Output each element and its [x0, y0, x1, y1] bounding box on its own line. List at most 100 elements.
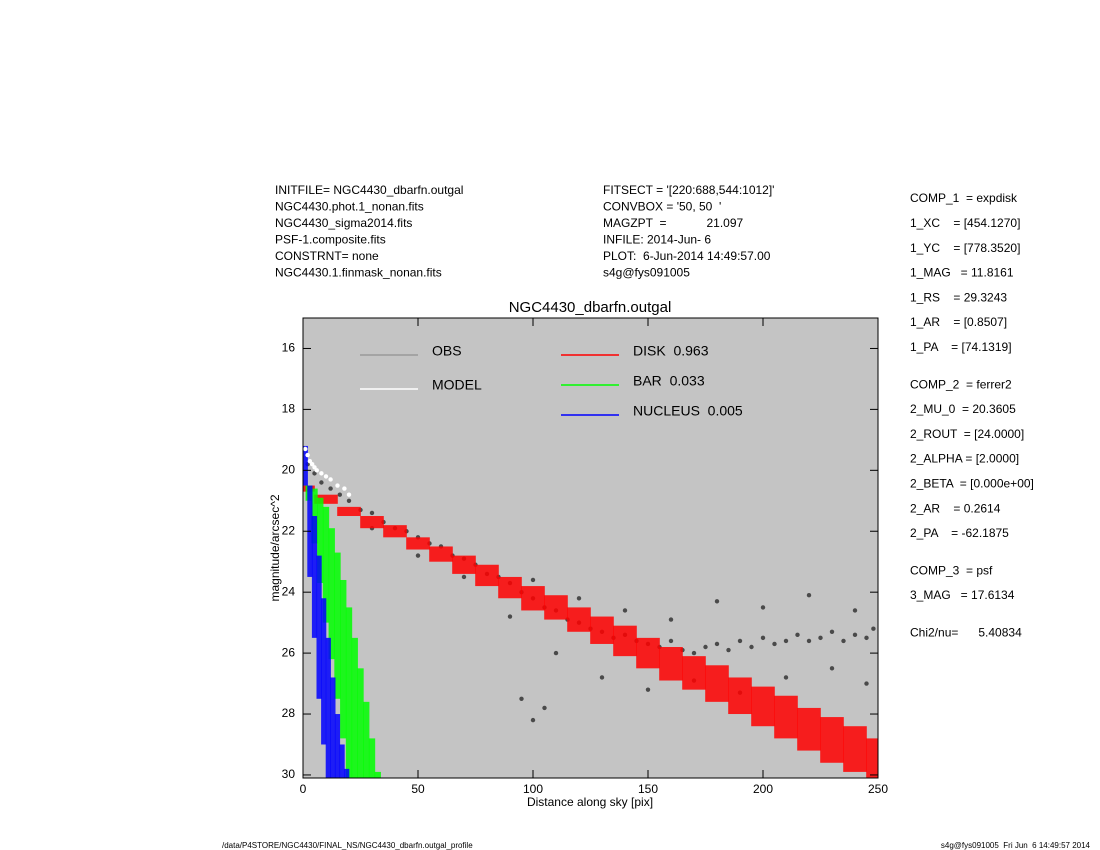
- header-line: CONVBOX = '50, 50 ': [603, 200, 721, 214]
- y-axis-label: magnitude/arcsec^2: [268, 494, 282, 601]
- model-band: [774, 695, 798, 739]
- model-band: [544, 595, 568, 620]
- header-line: s4g@fys091005: [603, 266, 690, 280]
- data-point: [852, 608, 858, 613]
- model-band: [337, 506, 361, 517]
- model-band: [311, 516, 318, 638]
- parameters: COMP_1 = expdisk 1_XC = [454.1270] 1_YC = …: [910, 191, 1034, 639]
- data-point: [415, 553, 421, 558]
- model-band: [351, 637, 358, 778]
- model-band: [797, 707, 821, 751]
- footer-path: /data/P4STORE/NGC4430/FINAL_NS/NGC4430_d…: [222, 841, 473, 850]
- data-point: [714, 599, 720, 604]
- model-band: [316, 555, 322, 699]
- parameter: 2_PA = -62.1875: [910, 526, 1009, 540]
- model-band: [368, 738, 376, 778]
- model-band: [374, 771, 381, 778]
- model-band: [383, 525, 407, 538]
- data-point: [305, 452, 310, 458]
- model-band: [334, 552, 341, 699]
- data-point: [319, 471, 324, 476]
- parameter: 1_AR = [0.8507]: [910, 315, 1007, 329]
- model-band: [613, 625, 637, 657]
- parameter: COMP_2 = ferrer2: [910, 377, 1012, 391]
- model-band: [363, 701, 370, 778]
- y-tick-label: 28: [282, 706, 296, 720]
- model-band: [334, 714, 341, 778]
- data-point: [314, 468, 319, 473]
- data-point: [841, 638, 846, 644]
- data-point: [542, 705, 547, 711]
- model-band: [406, 537, 430, 550]
- data-point: [772, 641, 777, 647]
- chart-title: NGC4430_dbarfn.outgal: [509, 299, 672, 316]
- x-axis-label: Distance along sky [pix]: [527, 795, 653, 809]
- header: INITFILE= NGC4430_dbarfn.outgal NGC4430.p…: [275, 183, 774, 280]
- parameter: Chi2/nu= 5.40834: [910, 625, 1022, 639]
- header-line: PLOT: 6-Jun-2014 14:49:57.00: [603, 249, 771, 263]
- data-point: [530, 717, 536, 723]
- data-point: [461, 574, 467, 580]
- model-band: [325, 637, 331, 778]
- data-point: [369, 510, 375, 516]
- data-point: [337, 492, 342, 497]
- y-tick-label: 16: [282, 341, 296, 355]
- data-point: [668, 617, 674, 622]
- data-point: [703, 644, 708, 650]
- parameter: 2_MU_0 = 20.3605: [910, 402, 1016, 416]
- parameter: 1_XC = [454.1270]: [910, 216, 1020, 230]
- data-point: [760, 635, 766, 641]
- data-point: [818, 635, 823, 641]
- y-tick-label: 26: [282, 645, 296, 659]
- data-point: [760, 605, 766, 610]
- header-line: CONSTRNT= none: [275, 249, 379, 263]
- y-tick-label: 30: [282, 767, 296, 781]
- x-tick-label: 100: [523, 782, 543, 796]
- header-line: FITSECT = '[220:688,544:1012]': [603, 183, 774, 197]
- model-band: [330, 677, 336, 778]
- parameter: 1_MAG = 11.8161: [910, 266, 1014, 280]
- x-tick-label: 150: [638, 782, 658, 796]
- x-tick-label: 250: [868, 782, 888, 796]
- model-band: [321, 598, 327, 745]
- data-point: [668, 638, 674, 644]
- header-line: MAGZPT = 21.097: [603, 216, 743, 230]
- data-point: [714, 641, 720, 647]
- y-tick-label: 20: [282, 462, 296, 476]
- parameter: 2_AR = 0.2614: [910, 501, 1001, 515]
- model-band: [317, 497, 324, 584]
- data-point: [806, 638, 812, 644]
- data-point: [323, 474, 329, 479]
- model-band: [475, 564, 499, 587]
- model-band: [866, 738, 878, 778]
- data-point: [307, 458, 313, 464]
- model-band: [339, 744, 345, 778]
- model-band: [303, 445, 308, 486]
- data-point: [303, 446, 308, 452]
- header-line: PSF-1.composite.fits: [275, 233, 386, 247]
- header-line: INFILE: 2014-Jun- 6: [603, 233, 711, 247]
- parameter: 3_MAG = 17.6134: [910, 588, 1015, 602]
- data-point: [342, 486, 347, 491]
- data-point: [346, 492, 352, 497]
- parameter: 2_ALPHA = [2.0000]: [910, 452, 1019, 466]
- data-point: [312, 471, 317, 476]
- model-band: [820, 717, 844, 763]
- model-band: [340, 579, 347, 739]
- model-band: [682, 656, 706, 690]
- model-band: [344, 768, 350, 778]
- data-point: [335, 483, 340, 488]
- parameter: 2_BETA = [0.000e+00]: [910, 476, 1034, 490]
- data-point: [737, 638, 743, 644]
- data-point: [645, 687, 651, 692]
- data-point: [622, 608, 628, 613]
- header-line: NGC4430.1.finmask_nonan.fits: [275, 266, 442, 280]
- data-point: [829, 666, 835, 671]
- data-point: [795, 632, 800, 638]
- model-band: [360, 516, 384, 529]
- legend-label: DISK 0.963: [633, 343, 709, 359]
- model-band: [728, 677, 752, 715]
- model-band: [357, 668, 364, 778]
- header-line: NGC4430.phot.1_nonan.fits: [275, 200, 424, 214]
